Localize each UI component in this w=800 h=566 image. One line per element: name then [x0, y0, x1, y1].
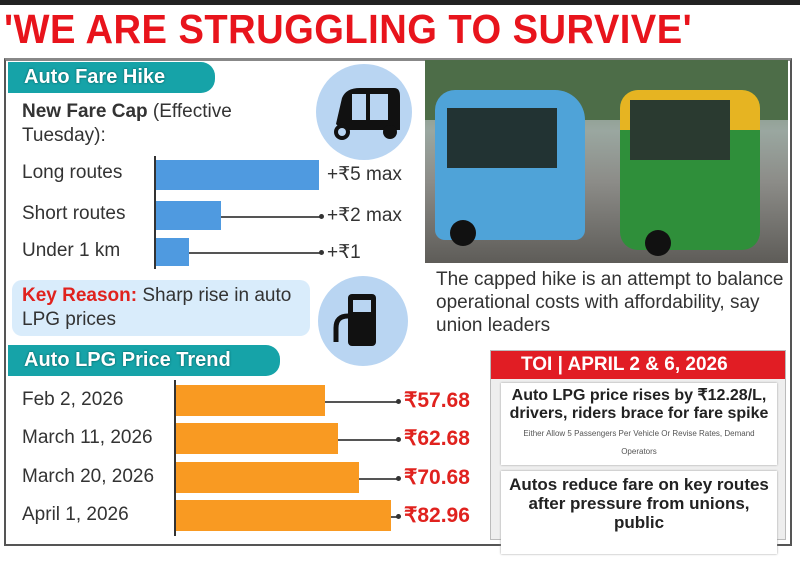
fare-category-label: Long routes	[22, 162, 123, 183]
lpg-date-label: March 20, 2026	[22, 466, 155, 487]
fare-subtitle: New Fare Cap (Effective Tuesday):	[22, 100, 312, 148]
lpg-price-label: ₹57.68	[404, 389, 470, 412]
clipping-1-headline: Auto LPG price rises by ₹12.28/L, driver…	[509, 387, 769, 422]
key-reason-label: Key Reason:	[22, 285, 138, 306]
top-rule	[0, 0, 800, 5]
leader-dot	[319, 250, 324, 255]
clipping-2-headline: Autos reduce fare on key routes after pr…	[509, 475, 769, 532]
fare-category-label: Short routes	[22, 203, 126, 224]
fare-bar	[156, 238, 189, 266]
lpg-axis	[174, 380, 176, 536]
lpg-date-label: March 11, 2026	[22, 427, 153, 448]
leader-line	[338, 438, 398, 441]
leader-line	[221, 215, 321, 218]
clipping-1: Auto LPG price rises by ₹12.28/L, driver…	[501, 383, 777, 465]
leader-dot	[319, 213, 324, 219]
lpg-price-label: ₹82.96	[404, 504, 470, 527]
fare-value-label: +₹2 max	[327, 205, 402, 226]
leader-line	[391, 515, 398, 518]
auto-rickshaw-icon	[316, 64, 412, 160]
lpg-price-label: ₹70.68	[404, 466, 470, 489]
key-reason-text: Sharp rise in auto LPG prices	[22, 285, 292, 330]
leader-line	[188, 252, 321, 254]
key-reason-box: Key Reason: Sharp rise in auto LPG price…	[12, 280, 310, 336]
lpg-bar	[176, 423, 339, 454]
lpg-bar	[176, 385, 326, 416]
leader-line	[325, 400, 398, 403]
clipping-2: Autos reduce fare on key routes after pr…	[501, 471, 777, 554]
leader-dot	[396, 398, 401, 404]
auto-rickshaw-photo	[425, 60, 788, 263]
lpg-bar	[176, 500, 392, 531]
toi-clippings: TOI | APRIL 2 & 6, 2026 Auto LPG price r…	[490, 350, 786, 554]
fuel-pump-icon	[318, 276, 408, 366]
fare-axis	[154, 156, 156, 269]
fare-value-label: +₹1	[327, 242, 361, 263]
lpg-date-label: Feb 2, 2026	[22, 389, 124, 410]
leader-dot	[396, 475, 401, 481]
lpg-section-tab: Auto LPG Price Trend	[8, 345, 280, 376]
fare-subtitle-rest: (Effective Tuesday):	[22, 101, 232, 146]
leader-line	[359, 477, 398, 480]
leader-dot	[396, 513, 401, 519]
leader-dot	[396, 436, 401, 442]
lpg-date-label: April 1, 2026	[22, 504, 129, 525]
fare-section-tab: Auto Fare Hike	[8, 62, 215, 93]
headline: 'WE ARE STRUGGLING TO SURVIVE'	[4, 6, 693, 52]
clippings-header: TOI | APRIL 2 & 6, 2026	[491, 351, 785, 379]
fare-subtitle-bold: New Fare Cap	[22, 101, 148, 122]
fare-value-label: +₹5 max	[327, 164, 402, 185]
lpg-price-label: ₹62.68	[404, 427, 470, 450]
fare-category-label: Under 1 km	[22, 240, 121, 261]
clipping-1-subhead: Either Allow 5 Passengers Per Vehicle Or…	[523, 429, 755, 456]
lpg-bar	[176, 462, 360, 493]
fare-bar	[156, 201, 221, 230]
photo-caption: The capped hike is an attempt to balance…	[436, 269, 784, 336]
fare-bar	[156, 160, 319, 190]
infographic-frame	[4, 58, 792, 546]
